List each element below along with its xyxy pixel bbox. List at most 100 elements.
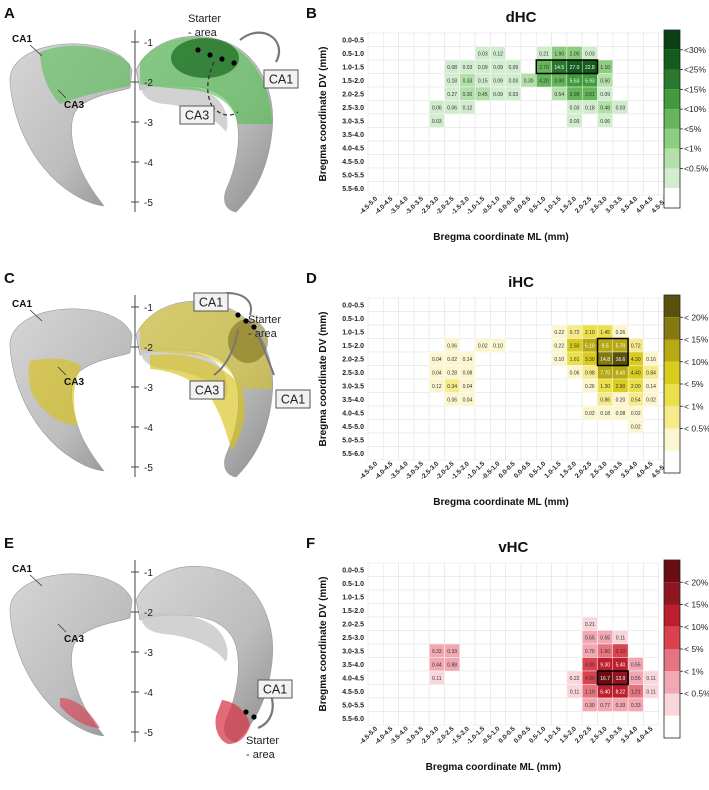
grid-cell [535, 181, 552, 196]
grid-cell [398, 338, 415, 353]
cell-value: 0.44 [432, 662, 442, 668]
cell-value: 0.77 [600, 703, 610, 709]
grid-cell [382, 365, 399, 380]
cell-value: 0.50 [600, 78, 610, 84]
grid-cell [444, 167, 461, 182]
grid-cell [520, 378, 537, 393]
grid-cell [627, 324, 644, 339]
grid-cell [382, 562, 399, 577]
grid-cell [367, 324, 384, 339]
grid-cell [643, 140, 660, 155]
grid-cell [474, 419, 491, 434]
cell-value: 0.03 [585, 51, 595, 57]
grid-cell [490, 657, 506, 672]
grid-cell [382, 113, 399, 128]
legend-label: <25% [684, 65, 706, 75]
grid-cell [581, 32, 598, 47]
callout-label: CA1 [281, 393, 305, 407]
grid-cell [551, 684, 568, 699]
grid-cell [428, 697, 445, 712]
cell-value: 0.21 [585, 622, 595, 628]
cell-value: 2.70 [539, 65, 549, 71]
legend-label: <5% [684, 124, 702, 134]
cell-value: 0.18 [600, 411, 610, 417]
starter-dot [251, 324, 257, 330]
y-tick-label: 2.5-3.0 [342, 370, 364, 377]
grid-cell [367, 643, 384, 658]
grid-cell [413, 670, 430, 685]
grid-cell [382, 432, 399, 447]
grid-cell [535, 351, 552, 366]
grid-cell [398, 616, 415, 631]
grid-cell [566, 311, 583, 326]
callout-label: CA3 [185, 109, 209, 123]
grid-cell [581, 562, 598, 577]
grid-cell [535, 684, 552, 699]
grid-cell [398, 576, 415, 591]
cell-value: 0.04 [463, 397, 473, 403]
grid-cell [459, 46, 476, 61]
grid-cell [382, 643, 399, 658]
grid-cell [551, 311, 568, 326]
arrow-dashed [211, 105, 239, 116]
grid-cell [382, 324, 399, 339]
grid-cell [643, 338, 660, 353]
cell-value: 0.03 [432, 119, 442, 125]
grid-cell [428, 140, 445, 155]
axis-tick-label: -3 [144, 118, 153, 129]
starter-label: Starter [248, 314, 281, 326]
grid-cell [367, 378, 384, 393]
grid-cell [367, 697, 384, 712]
grid-cell [505, 311, 522, 326]
grid-cell [520, 697, 537, 712]
cell-value: 0.26 [616, 330, 626, 336]
grid-cell [535, 670, 552, 685]
panel-letter: E [4, 535, 14, 552]
cell-value: 0.02 [478, 343, 488, 349]
grid-cell [459, 603, 476, 618]
grid-cell [627, 86, 644, 101]
grid-cell [505, 392, 522, 407]
y-tick-label: 4.5-5.0 [342, 689, 364, 696]
grid-cell [535, 127, 552, 142]
grid-cell [398, 365, 415, 380]
grid-cell [597, 446, 614, 461]
cell-value: 0.30 [585, 703, 595, 709]
grid-cell [535, 86, 552, 101]
grid-cell [535, 697, 552, 712]
grid-cell [597, 562, 614, 577]
grid-cell [566, 181, 583, 196]
grid-cell [551, 365, 568, 380]
callout-label: CA1 [269, 73, 293, 87]
panel-letter: A [4, 5, 15, 22]
grid-cell [535, 616, 552, 631]
cell-value: 0.22 [570, 676, 580, 682]
grid-cell [505, 432, 522, 447]
grid-cell [428, 32, 445, 47]
grid-cell [444, 181, 461, 196]
grid-cell [413, 73, 430, 88]
legend-swatch [664, 671, 680, 694]
grid-cell [597, 154, 614, 169]
grid-cell [398, 589, 415, 604]
grid-cell [398, 603, 415, 618]
grid-cell [428, 419, 445, 434]
grid-cell [612, 86, 629, 101]
y-tick-label: 4.0-4.5 [342, 410, 364, 417]
grid-cell [382, 589, 399, 604]
grid-cell [535, 589, 552, 604]
grid-cell [535, 405, 552, 420]
cell-value: 0.45 [478, 92, 488, 98]
axis-tick-label: -2 [144, 343, 153, 354]
starter-label: - area [188, 27, 218, 39]
cell-value: 2.50 [570, 343, 580, 349]
grid-cell [581, 711, 598, 726]
legend-swatch [664, 30, 680, 50]
grid-cell [367, 86, 384, 101]
grid-cell [535, 657, 552, 672]
grid-cell [643, 603, 660, 618]
legend-swatch [664, 128, 680, 149]
cell-value: 1.10 [585, 689, 595, 695]
